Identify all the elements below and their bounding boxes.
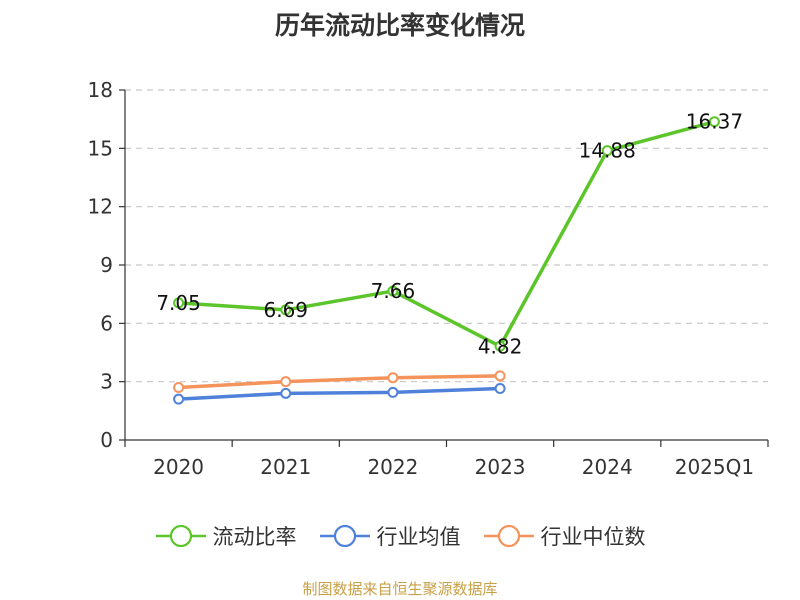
series-layer: [173, 116, 720, 405]
data-label: 16.37: [686, 110, 743, 134]
data-point[interactable]: [173, 382, 185, 393]
gridlines: [125, 89, 768, 383]
x-tick-label: 2022: [367, 455, 418, 479]
data-label: 14.88: [579, 139, 636, 163]
data-point[interactable]: [173, 393, 185, 405]
legend-item[interactable]: 流动比率: [155, 521, 297, 551]
axes: 0 3 6 9 12 15 18 2020 2021 2022 2023 2024 2025Q1: [88, 78, 769, 479]
source-note: 制图数据来自恒生聚源数据库: [302, 580, 498, 598]
data-point[interactable]: [601, 145, 613, 157]
data-label: 6.69: [263, 298, 308, 322]
x-tick-label: 2020: [153, 455, 204, 479]
legend-item[interactable]: 行业均值: [319, 521, 461, 551]
data-point[interactable]: [387, 285, 399, 297]
y-tick-label: 0: [100, 428, 113, 452]
y-tick-label: 18: [88, 78, 113, 102]
legend-label: 流动比率: [212, 525, 297, 549]
series-line: [178, 374, 501, 390]
y-tick-label: 6: [100, 311, 113, 335]
y-tick-label: 15: [88, 136, 113, 160]
data-point[interactable]: [173, 297, 185, 309]
legend: 流动比率 行业均值 行业中位数: [0, 521, 800, 551]
x-tick-label: 2025Q1: [675, 455, 754, 479]
data-point[interactable]: [708, 116, 720, 128]
data-point[interactable]: [494, 370, 506, 382]
legend-swatch: [319, 524, 370, 548]
legend-swatch: [155, 524, 206, 548]
data-point[interactable]: [280, 376, 292, 388]
legend-item[interactable]: 行业中位数: [483, 521, 646, 551]
data-point[interactable]: [280, 304, 292, 316]
data-point[interactable]: [280, 387, 292, 399]
data-label: 4.82: [478, 334, 523, 358]
y-tick-label: 3: [100, 370, 113, 394]
data-point[interactable]: [494, 340, 506, 352]
series-line: [178, 120, 715, 349]
legend-label: 行业均值: [376, 525, 461, 549]
chart-title: 历年流动比率变化情况: [274, 11, 525, 40]
y-tick-label: 9: [100, 253, 113, 277]
data-labels: 7.05 6.69 7.66 4.82 14.88 16.37: [156, 110, 743, 359]
data-point[interactable]: [387, 386, 399, 398]
data-label: 7.66: [371, 279, 416, 303]
legend-swatch: [483, 524, 534, 548]
legend-label: 行业中位数: [540, 525, 646, 549]
y-tick-label: 12: [88, 195, 113, 219]
series-line: [178, 386, 501, 401]
x-tick-label: 2023: [475, 455, 526, 479]
data-point[interactable]: [387, 372, 399, 384]
data-label: 7.05: [156, 291, 201, 315]
data-point[interactable]: [494, 382, 506, 394]
x-tick-label: 2024: [582, 455, 633, 479]
x-tick-label: 2021: [260, 455, 311, 479]
